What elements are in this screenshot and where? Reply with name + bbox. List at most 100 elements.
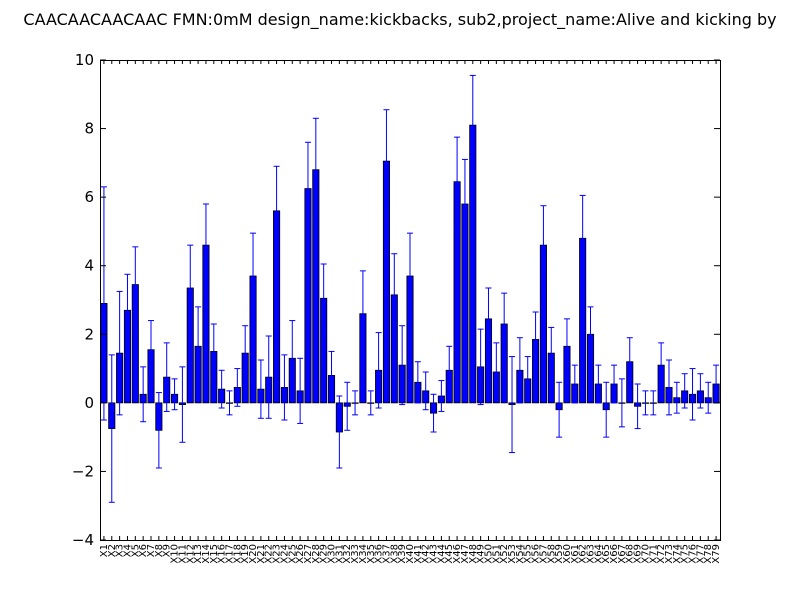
x-tick-label: X63: [586, 544, 597, 564]
error-bar-X72: [658, 342, 665, 388]
error-bar-X6: [140, 366, 147, 423]
error-bar-X21: [257, 359, 264, 419]
x-tick-label: X21: [256, 544, 267, 564]
x-tick-label: X46: [452, 544, 463, 564]
x-tick-label: X79: [711, 544, 722, 564]
x-tick-label: X6: [138, 544, 149, 557]
error-bar-X47: [461, 158, 468, 250]
x-tick-label: X22: [264, 544, 275, 564]
x-tick-label: X72: [656, 544, 667, 564]
error-bar-X10: [171, 378, 178, 411]
error-bar-X23: [273, 165, 280, 256]
x-tick-label: X4: [122, 544, 133, 557]
x-tick-label: X36: [374, 544, 385, 564]
error-bar-X70: [642, 390, 649, 416]
x-tick-label: X77: [695, 544, 706, 564]
x-tick-label: X2: [107, 544, 118, 557]
x-tick-label: X20: [248, 544, 259, 564]
x-tick-label: X68: [625, 544, 636, 564]
error-bar-X30: [328, 350, 335, 400]
error-bar-X54: [516, 337, 523, 404]
x-tick-label: X75: [680, 544, 691, 564]
x-tick-label: X73: [664, 544, 675, 564]
error-bar-X15: [210, 323, 217, 380]
x-tick-label: X69: [633, 544, 644, 564]
x-tick-label: X14: [201, 544, 212, 564]
error-bar-X45: [446, 345, 453, 395]
x-tick-label: X34: [358, 544, 369, 564]
y-tick-label: −2: [72, 462, 94, 480]
x-tick-label: X41: [413, 544, 424, 564]
error-bar-X52: [501, 292, 508, 356]
x-tick-label: X8: [154, 544, 165, 557]
x-tick-label: X67: [617, 544, 628, 564]
error-bar-X24: [281, 354, 288, 421]
error-bar-X35: [367, 390, 374, 416]
x-tick-label: X35: [366, 544, 377, 564]
x-tick-label: X78: [703, 544, 714, 564]
error-bar-X34: [359, 270, 366, 358]
error-bar-X1: [100, 186, 107, 421]
x-tick-label: X27: [303, 544, 314, 564]
error-bar-X36: [375, 332, 382, 409]
y-tick-label: 10: [75, 51, 94, 69]
error-bar-X53: [509, 356, 516, 454]
x-tick-label: X37: [381, 544, 392, 564]
x-tick-label: X62: [578, 544, 589, 564]
error-bar-X51: [493, 342, 500, 402]
error-bar-X42: [422, 371, 429, 411]
x-tick-label: X50: [483, 544, 494, 564]
error-bar-X3: [116, 290, 123, 416]
x-tick-label: X58: [546, 544, 557, 564]
x-tick-label: X39: [397, 544, 408, 564]
error-bar-X32: [344, 381, 351, 431]
error-bar-X77: [697, 373, 704, 409]
x-tick-label: X71: [648, 544, 659, 564]
error-bar-X60: [563, 318, 570, 375]
x-tick-label: X24: [279, 544, 290, 564]
x-tick-label: X28: [311, 544, 322, 564]
error-bar-X43: [430, 393, 437, 433]
error-bar-X8: [155, 392, 162, 469]
x-tick-label: X60: [562, 544, 573, 564]
x-tick-label: X48: [468, 544, 479, 564]
error-bar-X41: [414, 361, 421, 404]
error-bar-X58: [548, 326, 555, 380]
error-bar-X38: [391, 253, 398, 337]
chart-title: CAACAACAACAAC FMN:0mM design_name:kickba…: [23, 10, 776, 30]
error-bar-X59: [556, 381, 563, 438]
error-bar-X25: [289, 320, 296, 397]
x-tick-label: X7: [146, 544, 157, 557]
error-bar-X33: [352, 390, 359, 416]
error-bar-X64: [595, 364, 602, 404]
x-tick-label: X74: [672, 544, 683, 564]
y-axis: −4 −2 0 2 4 6 8 10: [72, 51, 720, 549]
y-tick-label: 4: [84, 257, 94, 275]
error-bar-X29: [320, 263, 327, 334]
error-bar-X66: [611, 364, 618, 404]
error-bar-X16: [218, 369, 225, 409]
error-bar-X39: [399, 325, 406, 406]
x-tick-label: X31: [334, 544, 345, 564]
x-tick-label: X45: [444, 544, 455, 564]
error-bar-X27: [304, 141, 311, 236]
error-bar-X65: [603, 381, 610, 438]
x-tick-label: X33: [350, 544, 361, 564]
error-bar-X68: [626, 337, 633, 387]
x-tick-label: X13: [193, 544, 204, 564]
error-bar-X12: [187, 244, 194, 332]
error-bar-X19: [242, 325, 249, 382]
x-tick-label: X52: [499, 544, 510, 564]
error-bar-X63: [587, 306, 594, 363]
error-bar-X46: [454, 136, 461, 227]
x-tick-label: X29: [319, 544, 330, 564]
x-tick-label: X11: [177, 544, 188, 564]
x-tick-label: X47: [460, 544, 471, 564]
error-bar-X22: [265, 335, 272, 419]
error-bar-X73: [665, 359, 672, 416]
x-tick-label: X49: [476, 544, 487, 564]
x-tick-label: X70: [640, 544, 651, 564]
x-tick-label: X10: [170, 544, 181, 564]
x-tick-label: X64: [593, 544, 604, 564]
